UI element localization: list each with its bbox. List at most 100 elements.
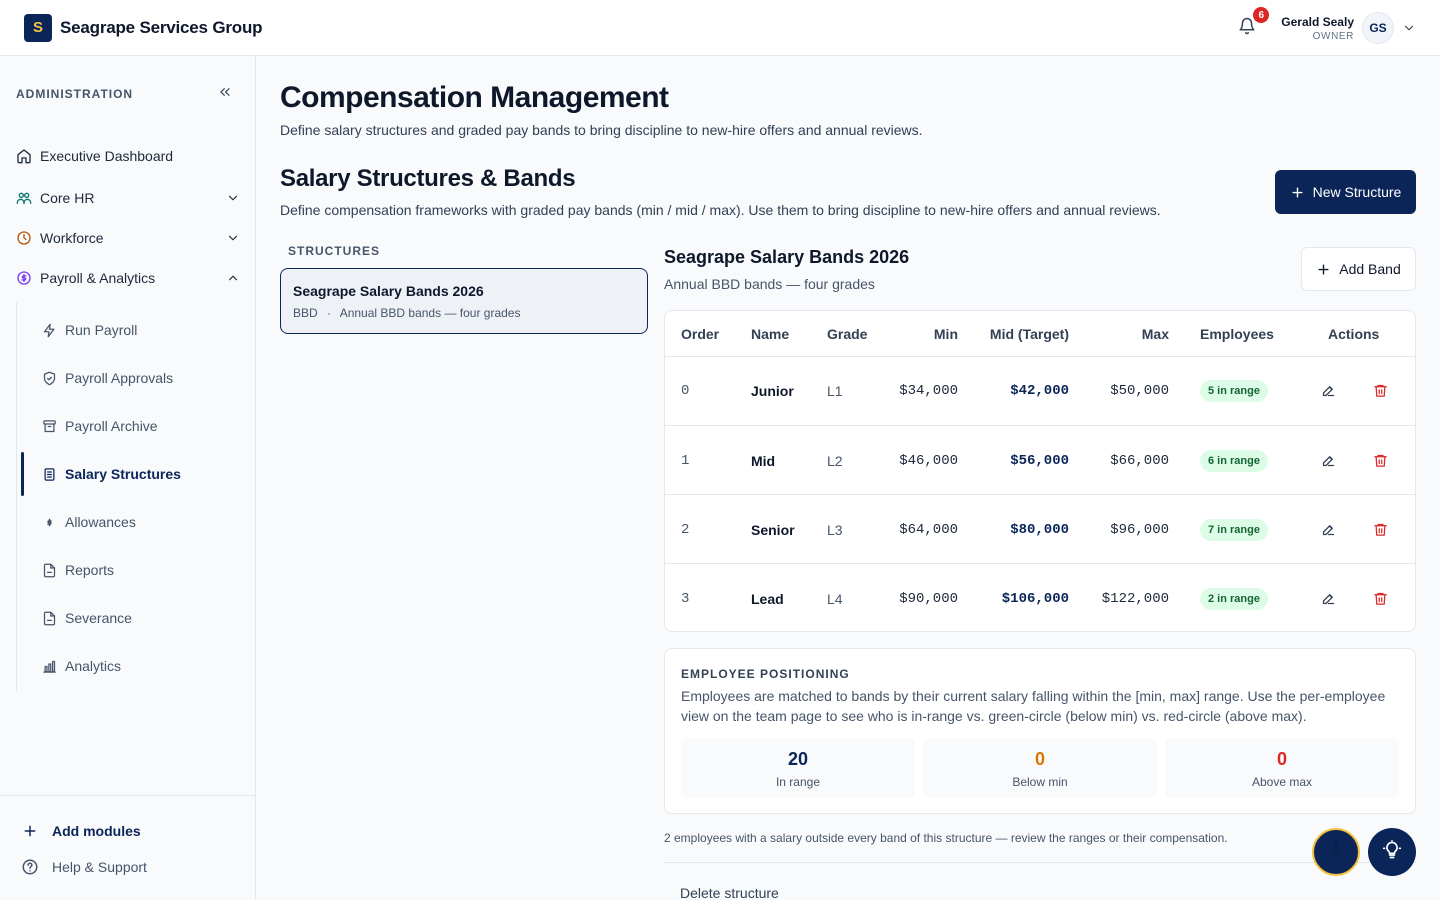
delete-band-button[interactable] <box>1372 453 1388 469</box>
section-subtitle: Define compensation frameworks with grad… <box>280 202 1161 218</box>
chevron-down-icon <box>226 191 240 205</box>
column-header-employees: Employees <box>1200 326 1274 342</box>
notifications-button[interactable]: 6 <box>1235 7 1270 40</box>
sidebar-item-salary-structures[interactable]: Salary Structures <box>41 462 241 486</box>
stat-value: 0 <box>1034 749 1045 769</box>
stat-label: Below min <box>1012 775 1068 789</box>
edit-band-button[interactable] <box>1320 591 1336 607</box>
sidebar-section-title: ADMINISTRATION <box>16 87 134 101</box>
sidebar-item-workforce[interactable]: Workforce <box>16 226 240 250</box>
sidebar-item-label: Executive Dashboard <box>40 148 174 164</box>
page-subtitle: Define salary structures and graded pay … <box>280 122 923 138</box>
band-order: 0 <box>681 382 690 399</box>
employees-in-range-badge: 6 in range <box>1200 449 1268 472</box>
chevron-down-icon[interactable] <box>1402 21 1416 35</box>
clipboard-icon <box>41 466 57 482</box>
new-structure-button[interactable]: New Structure <box>1275 170 1416 214</box>
band-min: $46,000 <box>899 452 958 469</box>
accessibility-icon <box>1327 841 1345 864</box>
home-icon <box>16 148 32 164</box>
sidebar-item-label: Payroll Archive <box>65 418 158 434</box>
delete-band-button[interactable] <box>1372 522 1388 538</box>
plus-icon <box>1316 262 1331 277</box>
bands-table: Order Name Grade Min Mid (Target) Max Em… <box>664 310 1416 632</box>
delete-structure-button[interactable]: Delete structure <box>680 885 779 900</box>
accessibility-button[interactable] <box>1312 828 1360 876</box>
structure-currency: BBD <box>293 306 318 320</box>
top-bar: S Seagrape Services Group 6 Gerald Sealy… <box>0 0 1440 56</box>
positioning-title: EMPLOYEE POSITIONING <box>681 667 850 681</box>
sidebar-item-executive-dashboard[interactable]: Executive Dashboard <box>16 144 240 168</box>
sidebar-item-reports[interactable]: Reports <box>41 558 241 582</box>
clock-icon <box>16 230 32 246</box>
band-mid: $106,000 <box>1001 590 1069 607</box>
lightbulb-icon <box>1382 839 1402 865</box>
sidebar-item-severance[interactable]: Severance <box>41 606 241 630</box>
trash-icon <box>1373 453 1388 468</box>
pencil-icon <box>1321 522 1336 537</box>
stat-label: In range <box>775 775 821 789</box>
band-name: Lead <box>751 590 784 607</box>
tips-button[interactable] <box>1368 828 1416 876</box>
sidebar-item-run-payroll[interactable]: Run Payroll <box>41 318 241 342</box>
collapse-sidebar-button[interactable] <box>216 85 234 103</box>
company-name: Seagrape Services Group <box>60 17 263 37</box>
sidebar-item-label: Payroll Approvals <box>65 370 174 386</box>
sidebar-item-allowances[interactable]: Allowances <box>41 510 241 534</box>
edit-band-button[interactable] <box>1320 522 1336 538</box>
bell-icon <box>1238 17 1256 40</box>
stat-below-min: 0 Below min <box>923 738 1157 798</box>
delete-band-button[interactable] <box>1372 383 1388 399</box>
band-min: $90,000 <box>899 590 958 607</box>
trash-icon <box>1373 591 1388 606</box>
pencil-icon <box>1321 383 1336 398</box>
sidebar-item-label: Reports <box>65 562 115 578</box>
sidebar-item-analytics[interactable]: Analytics <box>41 654 241 678</box>
add-modules-button[interactable]: Add modules <box>20 821 141 841</box>
pencil-icon <box>1321 591 1336 606</box>
edit-band-button[interactable] <box>1320 383 1336 399</box>
band-mid: $80,000 <box>1010 521 1069 538</box>
trash-icon <box>1373 522 1388 537</box>
brand[interactable]: S Seagrape Services Group <box>24 13 263 42</box>
column-header-order: Order <box>681 326 720 342</box>
structure-card[interactable]: Seagrape Salary Bands 2026 BBD · Annual … <box>280 268 648 334</box>
avatar[interactable]: GS <box>1362 12 1394 44</box>
table-row: 3 Lead L4 $90,000 $106,000 $122,000 2 in range <box>665 563 1415 631</box>
employees-in-range-badge: 5 in range <box>1200 379 1268 402</box>
structure-separator: · <box>327 306 332 320</box>
band-min: $64,000 <box>899 521 958 538</box>
notification-count-badge: 6 <box>1253 7 1270 23</box>
help-circle-icon <box>20 857 40 877</box>
band-mid: $42,000 <box>1010 382 1069 399</box>
sidebar-item-payroll-approvals[interactable]: Payroll Approvals <box>41 366 241 390</box>
structure-detail-title: Seagrape Salary Bands 2026 <box>664 247 910 267</box>
section-divider <box>664 862 1416 863</box>
bolt-icon <box>41 322 57 338</box>
sidebar-item-payroll-analytics[interactable]: Payroll & Analytics <box>16 266 240 290</box>
band-mid: $56,000 <box>1010 452 1069 469</box>
help-support-link[interactable]: Help & Support <box>20 857 147 877</box>
column-header-min: Min <box>933 326 958 342</box>
delete-band-button[interactable] <box>1372 591 1388 607</box>
employees-in-range-badge: 7 in range <box>1200 518 1268 541</box>
band-min: $34,000 <box>899 382 958 399</box>
dollar-circle-icon <box>16 270 32 286</box>
outside-band-note: 2 employees with a salary outside every … <box>664 831 1228 845</box>
sidebar-item-core-hr[interactable]: Core HR <box>16 186 240 210</box>
band-name: Junior <box>751 382 794 399</box>
sidebar-footer: Add modules Help & Support <box>0 795 255 900</box>
edit-band-button[interactable] <box>1320 453 1336 469</box>
band-name: Mid <box>751 452 776 469</box>
submenu-rail <box>16 302 17 692</box>
sidebar-item-payroll-archive[interactable]: Payroll Archive <box>41 414 241 438</box>
add-band-button[interactable]: Add Band <box>1301 247 1416 291</box>
user-info: Gerald Sealy OWNER <box>1281 15 1354 42</box>
table-row: 2 Senior L3 $64,000 $80,000 $96,000 7 in range <box>665 494 1415 563</box>
structure-detail-subtitle: Annual BBD bands — four grades <box>664 276 875 292</box>
band-order: 3 <box>681 590 690 607</box>
band-order: 2 <box>681 521 690 538</box>
stat-above-max: 0 Above max <box>1165 738 1399 798</box>
plus-icon <box>20 821 40 841</box>
structure-meta: BBD · Annual BBD bands — four grades <box>293 306 635 320</box>
